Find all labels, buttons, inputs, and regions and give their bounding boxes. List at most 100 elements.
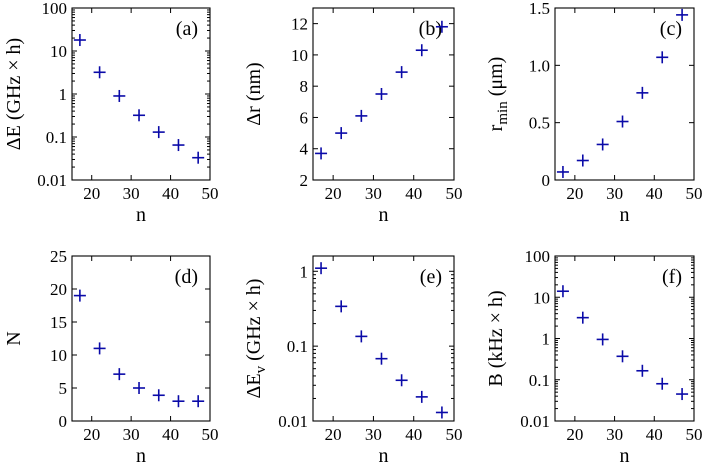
y-axis-label: ΔEv (GHz × h): [243, 279, 269, 399]
data-point: [435, 406, 448, 419]
x-axis-label: n: [136, 204, 146, 226]
x-tick-label: 50: [686, 425, 703, 444]
x-tick-label: 30: [606, 184, 623, 203]
y-tick-label: 0: [59, 412, 68, 431]
y-tick-label: 0.1: [529, 371, 550, 390]
y-tick-label: 100: [525, 247, 551, 266]
data-point: [656, 51, 669, 64]
y-tick-label: 0.1: [287, 337, 308, 356]
y-tick-label: 6: [300, 108, 309, 127]
plot-frame: [71, 255, 211, 422]
y-tick-label: 1: [59, 85, 68, 104]
data-point: [576, 154, 589, 167]
data-point: [676, 8, 689, 21]
x-axis-label: n: [379, 204, 389, 226]
x-tick-label: 50: [202, 425, 219, 444]
y-axis-label: N: [3, 331, 25, 345]
x-tick-label: 30: [123, 184, 140, 203]
x-tick-label: 30: [365, 425, 382, 444]
x-tick-label: 20: [566, 184, 583, 203]
x-tick-label: 40: [162, 184, 179, 203]
y-tick-label: 0: [542, 171, 551, 190]
data-point: [415, 390, 428, 403]
y-tick-label: 0.1: [46, 128, 67, 147]
data-point: [556, 285, 569, 298]
data-point: [315, 262, 328, 275]
data-point: [596, 138, 609, 151]
x-tick-label: 30: [365, 184, 382, 203]
y-tick-label: 1: [542, 330, 551, 349]
x-tick-label: 20: [83, 184, 100, 203]
data-point: [676, 388, 689, 401]
data-point: [656, 377, 669, 390]
y-axis-label-subscript: v: [253, 365, 269, 373]
y-tick-label: 0.01: [520, 412, 550, 431]
y-tick-label: 100: [42, 0, 68, 18]
x-axis-label: n: [620, 445, 630, 463]
data-point: [355, 109, 368, 122]
y-tick-label: 25: [50, 247, 67, 266]
y-tick-label: 0.5: [529, 114, 550, 133]
panel-label: (b): [419, 18, 442, 40]
panel-f: 20 30 40 50 0.01 0.1 1 10 100 n B (kHz × h) (f): [485, 247, 703, 463]
x-tick-label: 20: [325, 425, 342, 444]
data-point: [152, 126, 165, 139]
data-point: [152, 389, 165, 402]
data-point: [415, 44, 428, 57]
y-tick-label: 20: [50, 280, 67, 299]
panel-label: (a): [176, 18, 198, 40]
y-axis-label: B (kHz × h): [485, 290, 507, 386]
data-point: [395, 374, 408, 387]
y-axis-label-unit: (μm): [485, 57, 507, 102]
y-tick-label: 5: [59, 379, 68, 398]
y-axis-label-main: N: [3, 331, 25, 345]
x-tick-label: 40: [405, 184, 422, 203]
plot-frame: [554, 7, 695, 181]
y-axis-label-unit: (GHz × h): [243, 279, 265, 366]
data-point: [616, 115, 629, 128]
x-tick-label: 50: [686, 184, 703, 203]
data-point: [73, 34, 86, 47]
x-axis-label: n: [379, 445, 389, 463]
y-tick-label: 4: [300, 140, 309, 159]
data-point: [556, 165, 569, 178]
y-tick-label: 10: [50, 346, 67, 365]
panel-c: 20 30 40 50 0 0.5 1.0 1.5 n rmin (μm) (c): [485, 0, 703, 226]
y-axis-label: ΔE (GHz × h): [3, 38, 25, 150]
x-tick-label: 40: [162, 425, 179, 444]
data-point: [73, 289, 86, 302]
panel-a: 20 30 40 50 0.01 0.1 1 10 100 n ΔE (GHz × h) (a): [3, 0, 219, 226]
y-tick-label: 1: [300, 262, 309, 281]
x-tick-label: 40: [646, 184, 663, 203]
x-axis-label: n: [620, 204, 630, 226]
y-tick-label: 1.0: [529, 56, 550, 75]
panel-b: 20 30 40 50 2 4 6 8 10 12 n Δr (nm) (b): [243, 7, 463, 226]
data-point: [133, 382, 146, 394]
y-axis-label: rmin (μm): [485, 57, 511, 132]
data-point: [113, 89, 126, 102]
y-tick-label: 10: [533, 288, 550, 307]
y-tick-label: 0.01: [278, 412, 308, 431]
data-point: [93, 66, 106, 79]
y-tick-label: 10: [291, 46, 308, 65]
panel-label: (f): [662, 266, 682, 288]
y-tick-label: 1.5: [529, 0, 550, 18]
y-tick-label: 2: [300, 171, 309, 190]
panel-label: (e): [420, 266, 442, 288]
data-point: [375, 352, 388, 365]
data-point: [596, 333, 609, 346]
x-tick-label: 50: [446, 425, 463, 444]
x-tick-label: 20: [325, 184, 342, 203]
plot-frame: [312, 255, 455, 422]
y-tick-label: 0.01: [37, 171, 67, 190]
plot-frame: [312, 7, 455, 181]
y-axis-label-main: B (kHz × h): [485, 290, 507, 386]
x-tick-label: 30: [606, 425, 623, 444]
data-point: [335, 127, 348, 140]
data-point: [375, 88, 388, 100]
data-point: [576, 311, 589, 324]
data-point: [435, 20, 448, 33]
y-tick-label: 8: [300, 77, 309, 96]
y-axis-label-subscript: min: [495, 101, 511, 125]
